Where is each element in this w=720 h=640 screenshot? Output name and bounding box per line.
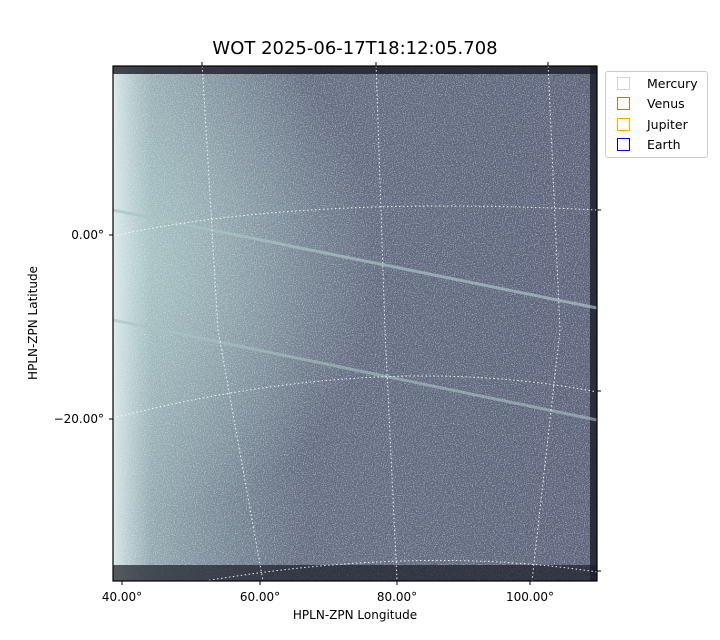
x-tick-label: 80.00°: [376, 590, 418, 604]
legend-item-jupiter: Jupiter: [617, 116, 688, 132]
legend-label: Earth: [647, 136, 681, 152]
image: [112, 66, 598, 581]
axes-frame: [112, 65, 598, 582]
streak: [112, 208, 598, 310]
legend-swatch: [617, 96, 630, 110]
legend-item-mercury: Mercury: [617, 75, 698, 91]
streak: [112, 318, 598, 422]
legend-swatch: [617, 76, 630, 90]
x-axis-label: HPLN-ZPN Longitude: [292, 608, 418, 622]
coordinate-grid: [112, 61, 598, 582]
x-tick-label: 40.00°: [101, 590, 143, 604]
x-tick-label: 60.00°: [239, 590, 281, 604]
legend: Mercury Venus Jupiter Earth: [605, 71, 708, 158]
legend-item-venus: Venus: [617, 95, 685, 111]
ticks: [109, 62, 601, 585]
legend-swatch: [617, 137, 630, 151]
x-tick-label: 100.00°: [506, 590, 554, 604]
legend-swatch: [617, 117, 630, 131]
y-tick-label: −20.00°: [53, 412, 104, 426]
chart-title: WOT 2025-06-17T18:12:05.708: [212, 38, 498, 59]
legend-label: Mercury: [647, 75, 698, 91]
y-axis-label: HPLN-ZPN Latitude: [26, 266, 40, 380]
legend-item-earth: Earth: [617, 136, 681, 152]
y-tick-label: 0.00°: [71, 228, 104, 242]
legend-label: Venus: [647, 95, 685, 111]
legend-label: Jupiter: [647, 116, 688, 132]
